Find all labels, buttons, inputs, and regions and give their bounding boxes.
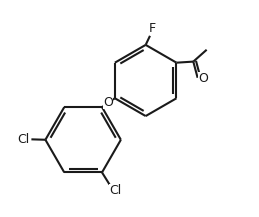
Text: Cl: Cl <box>109 184 121 197</box>
Text: Cl: Cl <box>17 133 29 146</box>
Text: F: F <box>149 21 156 35</box>
Text: O: O <box>198 72 208 85</box>
Text: O: O <box>104 96 113 109</box>
